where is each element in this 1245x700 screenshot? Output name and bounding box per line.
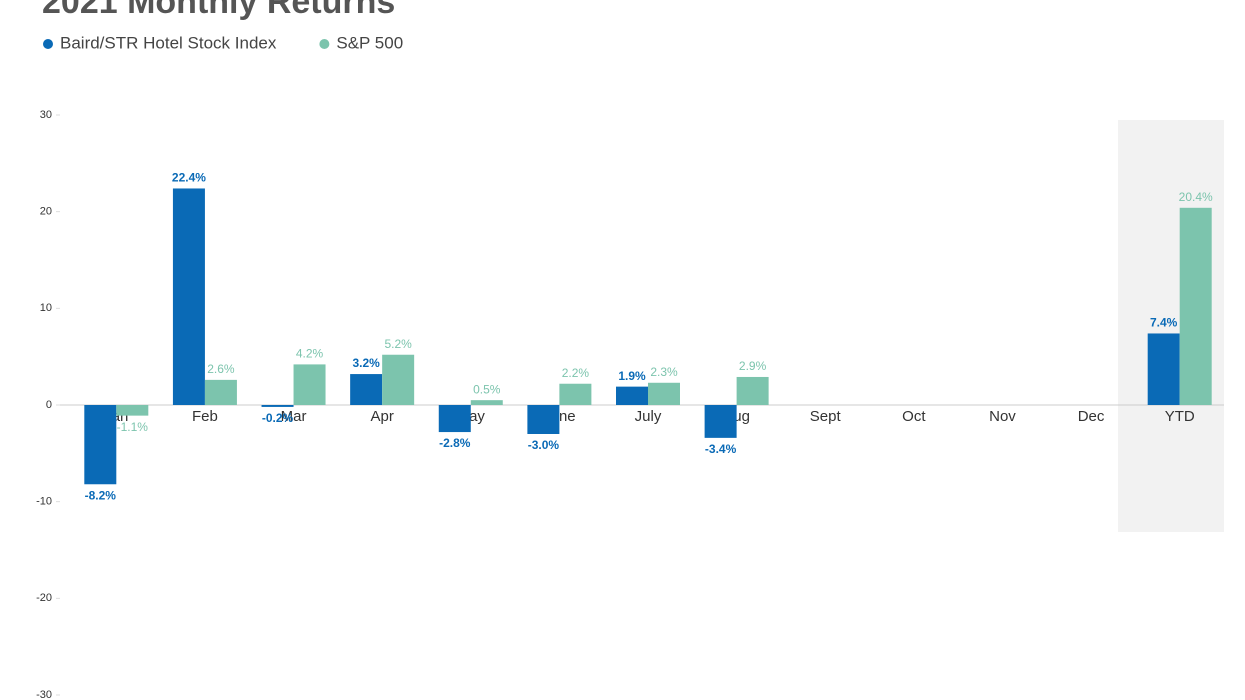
x-tick-label: July [635, 408, 662, 425]
value-label: 20.4% [1179, 190, 1213, 204]
value-label: 3.2% [352, 356, 380, 370]
value-label: 2.6% [207, 362, 235, 376]
bar [648, 382, 680, 405]
value-label: 2.9% [739, 359, 767, 373]
bar [736, 376, 769, 405]
bar [172, 188, 205, 405]
value-label: -3.0% [528, 438, 560, 452]
value-label: 2.3% [650, 365, 678, 379]
x-tick-label: Apr [370, 408, 393, 425]
value-label: 2.2% [562, 366, 590, 380]
y-tick-label: -10 [36, 496, 52, 508]
x-tick-label: Feb [192, 408, 218, 425]
y-tick-label: 0 [46, 399, 52, 411]
value-label: -3.4% [705, 442, 737, 456]
value-label: 5.2% [384, 337, 412, 351]
x-tick-label: YTD [1165, 408, 1195, 425]
bar [438, 405, 471, 433]
y-tick-label: 10 [40, 302, 52, 314]
value-label: -8.2% [85, 488, 117, 502]
value-label: 0.5% [473, 382, 501, 396]
x-tick-label: Sept [810, 408, 842, 425]
bar [616, 386, 648, 405]
bar [559, 383, 592, 405]
value-label: 22.4% [172, 171, 206, 185]
y-tick-label: -30 [36, 689, 52, 700]
bar [382, 354, 415, 405]
value-label: 7.4% [1150, 316, 1178, 330]
legend-label: S&P 500 [336, 33, 403, 52]
value-label: -2.8% [439, 436, 471, 450]
bar [293, 364, 326, 405]
bar [261, 405, 294, 407]
x-tick-label: Oct [902, 408, 926, 425]
value-label: 1.9% [618, 369, 646, 383]
bar [1179, 207, 1212, 405]
y-tick-label: 20 [40, 206, 52, 218]
x-tick-label: Nov [989, 408, 1016, 425]
value-label: -1.1% [117, 420, 149, 434]
bar [116, 405, 149, 416]
bar [527, 405, 560, 434]
y-tick-label: 30 [40, 109, 52, 121]
legend-label: Baird/STR Hotel Stock Index [60, 33, 277, 52]
bar [470, 400, 503, 405]
y-tick-label: -20 [36, 592, 52, 604]
value-label: -0.2% [262, 411, 294, 425]
bar [84, 405, 117, 485]
value-label: 4.2% [296, 347, 324, 361]
legend-marker [319, 39, 330, 49]
chart-title: 2021 Monthly Returns [42, 0, 395, 21]
bar [1147, 333, 1180, 405]
legend-marker [43, 39, 53, 49]
bar [350, 374, 383, 405]
x-tick-label: Dec [1078, 408, 1105, 425]
bar [704, 405, 737, 438]
x-tick-label: Mar [281, 408, 307, 425]
bar [204, 379, 237, 405]
